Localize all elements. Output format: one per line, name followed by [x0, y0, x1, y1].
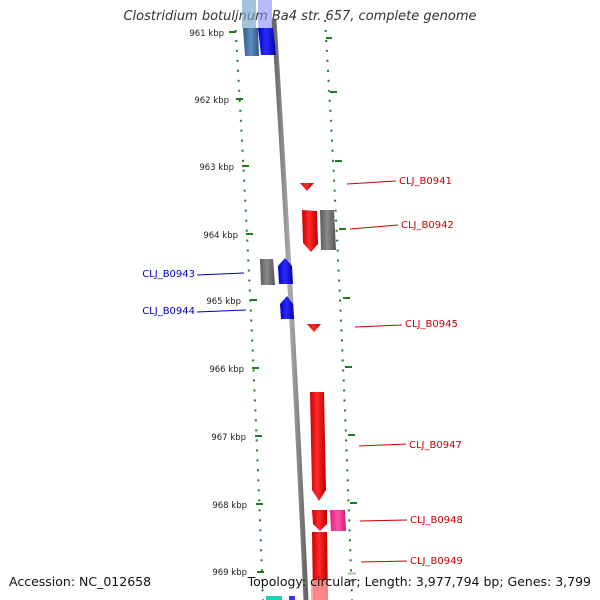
tick-mark [246, 233, 253, 235]
tick-label: 966 kbp [209, 365, 244, 375]
reverse-cds-feature[interactable] [280, 296, 294, 319]
gene-label[interactable]: CLJ_B0944 [142, 306, 195, 317]
leader-line [354, 324, 403, 328]
leader-line [358, 443, 407, 447]
tick-mark [339, 228, 346, 230]
leader-line [359, 519, 408, 522]
pink-feature[interactable] [330, 510, 346, 531]
map-title: Clostridium botulinum Ba4 str. 657, comp… [123, 9, 477, 24]
tick-mark [252, 367, 259, 369]
tick-mark [348, 434, 355, 436]
gene-label[interactable]: CLJ_B0943 [142, 269, 195, 280]
tick-mark [229, 31, 236, 33]
forward-cds-feature[interactable] [300, 183, 314, 191]
tick-label: 962 kbp [194, 96, 229, 106]
gray-feature[interactable] [260, 259, 275, 285]
tick-label: 961 kbp [189, 29, 224, 39]
leader-line [196, 309, 247, 313]
gene-label[interactable]: CLJ_B0947 [409, 440, 462, 451]
leader-line [360, 560, 408, 563]
leader-line [346, 180, 397, 185]
gene-label[interactable]: CLJ_B0942 [401, 220, 454, 231]
gene-label[interactable]: CLJ_B0945 [405, 319, 458, 330]
tick-mark [236, 98, 243, 100]
tick-mark [257, 571, 264, 573]
tick-label: 969 kbp [212, 568, 247, 578]
other-feature [266, 596, 282, 600]
tick-mark [242, 165, 249, 167]
gray-feature[interactable] [320, 210, 336, 250]
other-feature [289, 596, 295, 600]
tick-mark [255, 435, 262, 437]
tick-mark [256, 503, 263, 505]
tick-label: 967 kbp [211, 433, 246, 443]
forward-cds-feature[interactable] [311, 580, 328, 600]
tick-mark [335, 160, 342, 162]
forward-cds-feature[interactable] [307, 324, 321, 332]
reverse-cds-feature[interactable] [258, 0, 272, 28]
gene-label[interactable]: CLJ_B0949 [410, 556, 463, 567]
tick-label: 963 kbp [199, 163, 234, 173]
tick-mark [350, 502, 357, 504]
tick-mark [330, 91, 337, 93]
tick-label: 968 kbp [212, 501, 247, 511]
forward-cds-feature[interactable] [310, 392, 326, 501]
reverse-cds-feature[interactable] [258, 28, 276, 55]
gene-labels: CLJ_B0941 CLJ_B0942 CLJ_B0943 CLJ_B0944 … [142, 176, 463, 567]
gene-label[interactable]: CLJ_B0948 [410, 515, 463, 526]
scale: 961 kbp 962 kbp 963 kbp 964 kbp 965 kbp … [189, 29, 357, 578]
reverse-cds-feature[interactable] [278, 258, 293, 284]
tick-mark [345, 366, 352, 368]
accession-text: Accession: NC_012658 [9, 574, 152, 589]
tick-mark [250, 299, 257, 301]
label-leaders [196, 180, 408, 563]
other-feature [348, 572, 356, 575]
tick-mark [343, 297, 350, 299]
gene-label[interactable]: CLJ_B0941 [399, 176, 452, 187]
forward-cds-feature[interactable] [302, 210, 318, 252]
features [242, 0, 356, 600]
tick-label: 964 kbp [203, 231, 238, 241]
forward-cds-feature[interactable] [312, 510, 327, 531]
tick-label: 965 kbp [206, 297, 241, 307]
leader-line [349, 224, 399, 230]
reverse-cds-feature[interactable] [243, 28, 259, 56]
tick-mark [326, 37, 332, 39]
genome-summary-text: Topology: circular; Length: 3,977,794 bp… [247, 574, 591, 589]
leader-line [196, 272, 245, 276]
reverse-cds-feature[interactable] [242, 0, 256, 28]
